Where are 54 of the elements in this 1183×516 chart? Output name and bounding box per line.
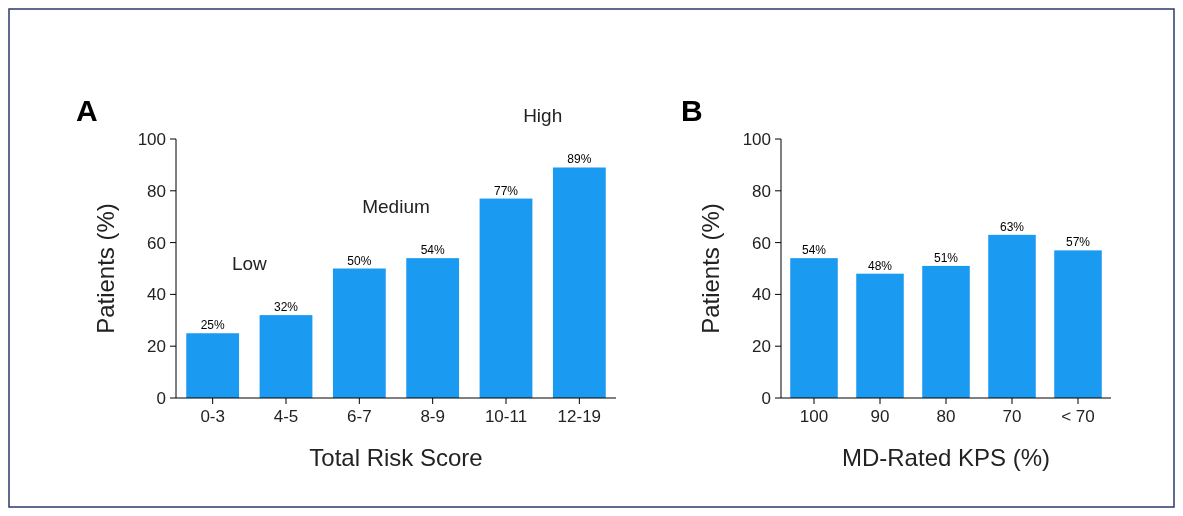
x-tick-label: < 70 bbox=[1061, 407, 1095, 426]
bar bbox=[332, 268, 386, 398]
bar bbox=[856, 273, 904, 398]
y-tick-label: 0 bbox=[156, 388, 166, 408]
data-label: 48% bbox=[867, 258, 893, 273]
y-tick-label: 40 bbox=[147, 285, 166, 305]
y-axis-title: Patients (%) bbox=[92, 203, 119, 334]
chart-title: B bbox=[681, 94, 703, 127]
y-tick-label: 80 bbox=[147, 181, 166, 201]
bar bbox=[790, 258, 838, 398]
y-tick-label: 60 bbox=[147, 233, 166, 253]
x-tick-label: 80 bbox=[936, 407, 956, 426]
bar bbox=[988, 234, 1036, 398]
x-tick-label: 12-19 bbox=[557, 407, 602, 426]
y-tick-label: 20 bbox=[752, 337, 771, 357]
x-tick-label: 6-7 bbox=[347, 407, 372, 426]
text: High bbox=[523, 105, 563, 127]
x-tick-label: 100 bbox=[799, 407, 829, 426]
x-tick-label: 0-3 bbox=[200, 407, 225, 426]
bar bbox=[1054, 250, 1102, 398]
chart-title: A bbox=[76, 94, 98, 127]
data-label: 54% bbox=[420, 243, 445, 258]
data-label: 57% bbox=[1065, 235, 1091, 250]
x-axis-title: MD-Rated KPS (%) bbox=[841, 444, 1051, 471]
y-tick-label: 80 bbox=[752, 181, 771, 201]
bar bbox=[922, 265, 970, 398]
x-tick-label: 70 bbox=[1002, 407, 1022, 426]
x-tick-label: 4-5 bbox=[273, 407, 299, 426]
y-tick-label: 40 bbox=[752, 285, 771, 305]
bar bbox=[186, 333, 240, 398]
y-axis-title: Patients (%) bbox=[697, 203, 724, 334]
annotation: Low bbox=[231, 253, 268, 275]
x-axis-title: Total Risk Score bbox=[309, 444, 483, 471]
y-tick-label: 20 bbox=[147, 337, 166, 357]
data-label: 89% bbox=[567, 152, 592, 167]
data-label: 50% bbox=[347, 253, 372, 268]
bar bbox=[259, 315, 313, 398]
y-tick-label: 60 bbox=[752, 233, 771, 253]
bar bbox=[406, 258, 460, 398]
data-label: 51% bbox=[933, 250, 959, 265]
data-label: 32% bbox=[273, 300, 299, 315]
bar bbox=[552, 167, 606, 398]
y-tick-label: 100 bbox=[137, 129, 166, 149]
y-tick-label: 100 bbox=[742, 129, 771, 149]
annotation: Medium bbox=[362, 196, 430, 218]
x-tick-label: 8-9 bbox=[420, 407, 445, 426]
data-label: 77% bbox=[493, 183, 519, 198]
x-tick-label: 10-11 bbox=[484, 407, 528, 426]
y-tick-label: 0 bbox=[761, 388, 771, 408]
x-tick-label: 90 bbox=[870, 407, 890, 426]
data-label: 54% bbox=[801, 243, 827, 258]
data-label: 25% bbox=[200, 318, 225, 333]
bar bbox=[479, 198, 533, 398]
data-label: 63% bbox=[999, 219, 1025, 234]
